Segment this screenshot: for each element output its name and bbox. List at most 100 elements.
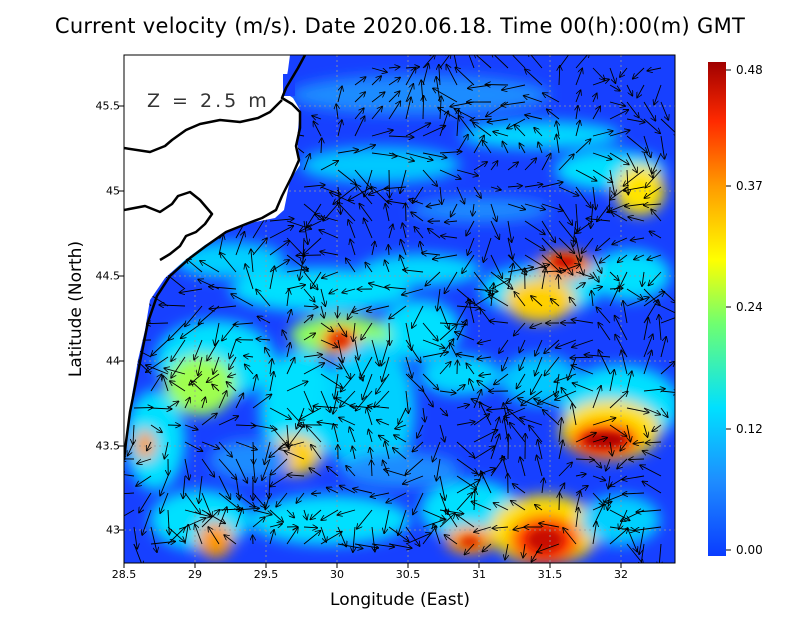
current-arrow [269, 372, 274, 392]
current-arrow [168, 322, 186, 340]
current-arrow [411, 212, 424, 222]
current-arrow [417, 424, 424, 438]
y-tick-label: 45 [106, 184, 120, 198]
current-arrow [541, 254, 561, 272]
current-arrow [486, 85, 509, 86]
current-arrow [615, 316, 628, 341]
current-arrow [558, 254, 573, 275]
current-arrow [473, 430, 497, 443]
current-arrow [575, 433, 596, 443]
current-arrow [403, 270, 424, 272]
current-arrow [195, 525, 203, 545]
current-arrow [167, 402, 178, 409]
current-arrow [515, 125, 526, 137]
current-arrow [592, 79, 609, 86]
current-arrow [473, 186, 481, 198]
current-arrow [592, 152, 611, 159]
current-arrow [542, 478, 544, 494]
current-arrow [385, 260, 390, 273]
current-arrow [218, 416, 238, 426]
current-arrow [341, 373, 356, 392]
current-arrow [473, 203, 475, 216]
current-arrow [592, 458, 601, 468]
current-arrow [235, 394, 243, 409]
current-arrow [218, 441, 232, 457]
x-tick-label: 28.5 [111, 568, 137, 581]
current-arrow [609, 287, 619, 307]
current-vectors [124, 55, 675, 563]
map-plot-area [124, 55, 675, 563]
current-arrow [252, 217, 266, 239]
current-arrow [456, 475, 476, 489]
current-arrow [525, 69, 543, 86]
current-arrow [388, 152, 414, 161]
current-arrow [439, 325, 457, 341]
current-arrow [456, 422, 475, 425]
current-arrow [543, 93, 560, 103]
current-arrow [524, 184, 542, 187]
current-arrow [446, 65, 458, 86]
current-arrow [405, 98, 411, 120]
current-arrow [572, 320, 594, 324]
current-arrow [321, 305, 324, 318]
current-arrow [531, 373, 543, 394]
current-arrow [504, 407, 526, 417]
current-arrow [660, 362, 675, 375]
current-arrow [185, 305, 203, 326]
current-arrow [303, 306, 318, 307]
current-arrow [224, 535, 237, 545]
current-arrow [649, 271, 662, 285]
current-arrow [647, 254, 662, 260]
current-arrow [478, 340, 492, 343]
current-arrow [150, 542, 175, 545]
current-arrow [457, 110, 459, 137]
current-arrow [592, 522, 597, 545]
current-arrow [136, 360, 152, 375]
current-arrow [422, 373, 438, 389]
current-arrow [535, 356, 543, 375]
current-arrow [422, 390, 433, 406]
current-arrow [618, 254, 628, 262]
current-arrow [371, 339, 379, 366]
current-arrow [422, 322, 438, 341]
current-arrow [538, 440, 543, 460]
current-arrow [171, 339, 186, 361]
y-tick-label: 44 [106, 354, 120, 368]
current-arrow [364, 169, 373, 196]
current-arrow [576, 106, 578, 120]
current-arrow [488, 119, 509, 122]
current-arrow [507, 267, 533, 273]
current-arrow [524, 203, 545, 210]
current-arrow [628, 217, 645, 222]
current-arrow [514, 527, 526, 530]
current-arrow [441, 236, 458, 238]
current-arrow [525, 115, 543, 120]
current-arrow [340, 390, 356, 407]
current-arrow [388, 91, 400, 103]
current-arrow [150, 408, 172, 409]
current-arrow [660, 337, 666, 358]
current-arrow [585, 355, 611, 357]
current-arrow [269, 524, 282, 527]
current-arrow [576, 203, 578, 232]
current-arrow [534, 128, 543, 137]
current-arrow [376, 373, 390, 394]
current-arrow [439, 111, 448, 137]
current-arrow [269, 219, 294, 221]
current-arrow [385, 442, 390, 460]
current-arrow [286, 382, 308, 392]
current-arrow [643, 135, 651, 157]
current-arrow [524, 265, 549, 273]
current-arrow [208, 527, 220, 545]
current-arrow [659, 315, 661, 341]
current-arrow [637, 84, 645, 97]
current-arrow [151, 339, 169, 356]
current-arrow [327, 488, 339, 494]
current-arrow [582, 237, 594, 253]
current-arrow [201, 441, 219, 449]
current-arrow [349, 186, 373, 200]
current-arrow [472, 502, 492, 511]
current-arrow [320, 288, 325, 306]
current-arrow [493, 527, 509, 528]
